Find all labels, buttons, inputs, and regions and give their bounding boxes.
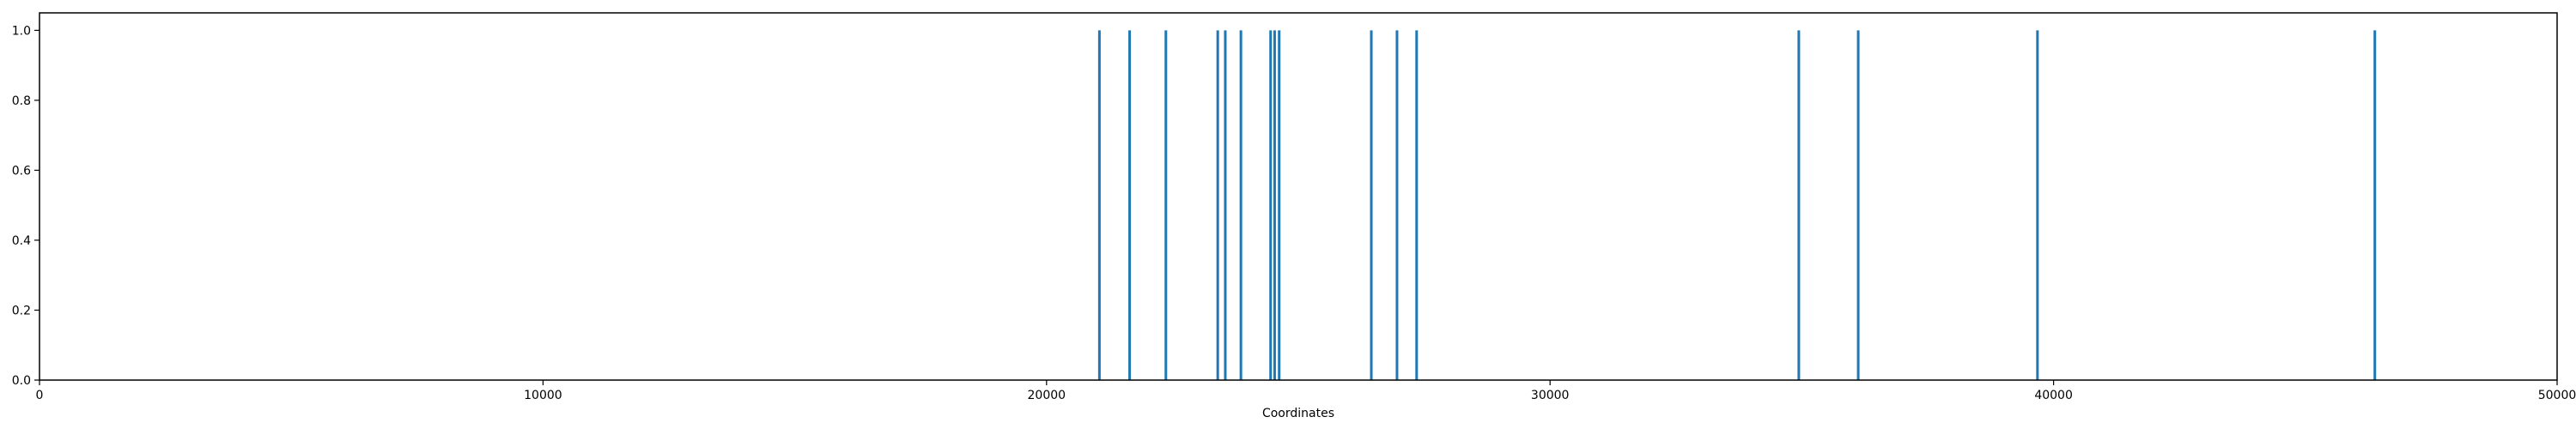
y-tick-label: 0.6 xyxy=(12,164,31,178)
bar xyxy=(1415,30,1419,380)
x-axis-label: Coordinates xyxy=(1262,407,1334,420)
bar xyxy=(1164,30,1168,380)
x-tick-label: 20000 xyxy=(1028,389,1066,402)
y-tick-label: 0.0 xyxy=(12,374,31,388)
bar xyxy=(2373,30,2377,380)
y-tick-label: 0.8 xyxy=(12,94,31,108)
bar xyxy=(1097,30,1101,380)
bar xyxy=(1797,30,1801,380)
bar xyxy=(1370,30,1373,380)
bars-group xyxy=(1097,30,2377,380)
x-tick-label: 40000 xyxy=(2034,389,2073,402)
y-tick-label: 0.2 xyxy=(12,304,31,317)
y-axis-ticks: 0.0 0.2 0.4 0.6 0.8 1.0 xyxy=(12,24,39,388)
x-tick-label: 30000 xyxy=(1531,389,1570,402)
bar xyxy=(1269,30,1273,380)
bar xyxy=(1128,30,1132,380)
bar xyxy=(1278,30,1281,380)
bar xyxy=(1273,30,1276,380)
bar xyxy=(1239,30,1242,380)
y-tick-label: 0.4 xyxy=(12,234,31,248)
bar xyxy=(1216,30,1219,380)
bar xyxy=(1395,30,1399,380)
x-axis-ticks: 0 10000 20000 30000 40000 50000 xyxy=(36,380,2576,402)
x-tick-label: 0 xyxy=(36,389,44,402)
bar xyxy=(1224,30,1227,380)
bar xyxy=(1856,30,1860,380)
y-tick-label: 1.0 xyxy=(12,24,31,38)
x-tick-label: 10000 xyxy=(524,389,562,402)
plot-area-frame xyxy=(39,12,2558,381)
bar xyxy=(2036,30,2039,380)
x-tick-label: 50000 xyxy=(2538,389,2576,402)
